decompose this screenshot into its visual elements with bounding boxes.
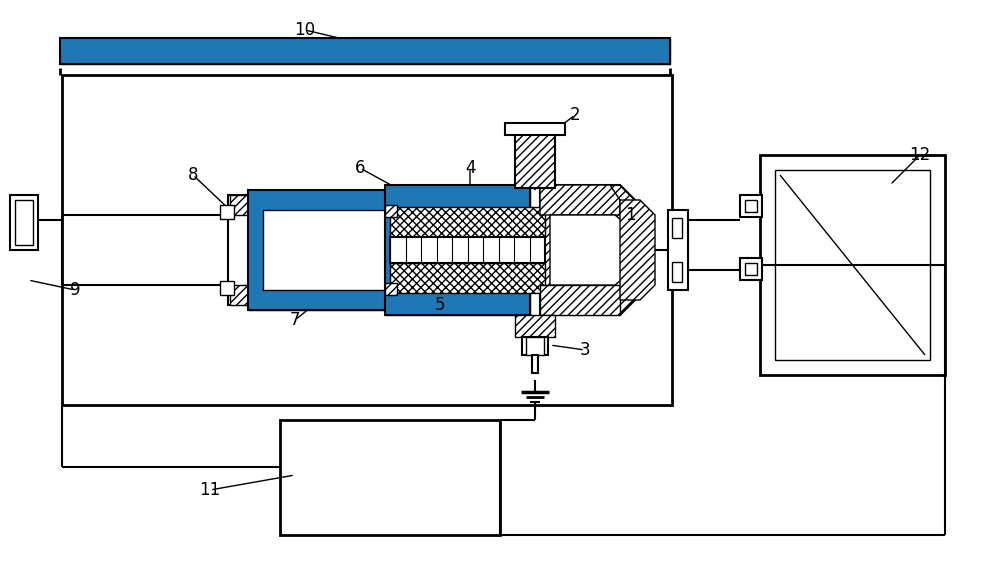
- Bar: [60, 38, 670, 64]
- Bar: [230, 195, 248, 215]
- Bar: [515, 315, 555, 337]
- Text: 2: 2: [570, 106, 580, 124]
- Text: 11: 11: [199, 481, 221, 499]
- Bar: [220, 281, 234, 295]
- Text: 3: 3: [580, 341, 590, 359]
- Bar: [390, 207, 545, 237]
- Bar: [15, 200, 33, 245]
- Bar: [230, 285, 248, 305]
- Bar: [385, 185, 530, 315]
- Bar: [532, 355, 538, 373]
- Bar: [248, 190, 390, 310]
- Polygon shape: [540, 185, 620, 215]
- Bar: [60, 38, 670, 46]
- Bar: [385, 283, 397, 295]
- Text: 6: 6: [355, 159, 365, 177]
- Text: 10: 10: [294, 21, 316, 39]
- Bar: [248, 288, 390, 310]
- Bar: [672, 218, 682, 238]
- Bar: [745, 263, 757, 275]
- Bar: [228, 195, 250, 305]
- Bar: [248, 190, 390, 212]
- Bar: [390, 263, 545, 293]
- Bar: [522, 337, 548, 355]
- Bar: [668, 210, 688, 290]
- Text: 5: 5: [435, 296, 445, 314]
- Bar: [60, 56, 670, 64]
- Bar: [740, 195, 762, 217]
- Text: 7: 7: [290, 311, 300, 329]
- Bar: [390, 237, 545, 263]
- Polygon shape: [540, 185, 650, 315]
- Bar: [775, 170, 930, 360]
- Polygon shape: [550, 215, 645, 285]
- Bar: [280, 420, 500, 535]
- Bar: [760, 155, 945, 375]
- Bar: [505, 123, 565, 135]
- Bar: [220, 205, 234, 219]
- Bar: [263, 210, 390, 290]
- Bar: [672, 262, 682, 282]
- Bar: [385, 185, 530, 207]
- Text: 9: 9: [70, 281, 80, 299]
- Polygon shape: [540, 285, 620, 315]
- Bar: [515, 128, 555, 188]
- Text: 1: 1: [625, 206, 635, 224]
- Text: 4: 4: [465, 159, 475, 177]
- Bar: [740, 258, 762, 280]
- Bar: [60, 46, 670, 56]
- Text: 12: 12: [909, 146, 931, 164]
- Bar: [62, 75, 672, 405]
- Bar: [385, 205, 397, 217]
- Bar: [745, 200, 757, 212]
- Text: 8: 8: [188, 166, 198, 184]
- Polygon shape: [620, 200, 655, 300]
- Bar: [385, 293, 530, 315]
- Bar: [10, 195, 38, 250]
- Bar: [526, 337, 544, 355]
